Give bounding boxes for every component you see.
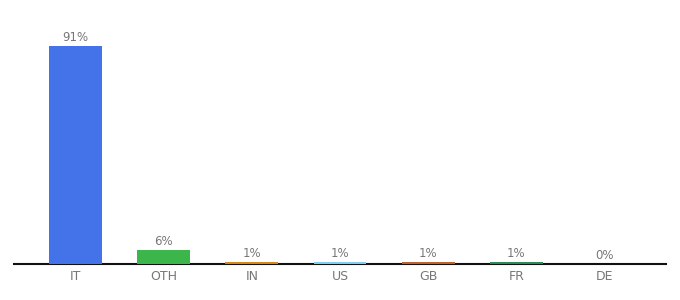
Bar <box>490 262 543 264</box>
Bar <box>225 262 278 264</box>
Text: 1%: 1% <box>330 247 350 260</box>
Bar <box>137 250 190 264</box>
Text: 6%: 6% <box>154 235 173 248</box>
Bar <box>313 262 367 264</box>
Text: 1%: 1% <box>243 247 261 260</box>
Text: 91%: 91% <box>63 31 88 44</box>
Bar <box>402 262 455 264</box>
Text: 1%: 1% <box>507 247 526 260</box>
Bar <box>49 46 102 264</box>
Text: 1%: 1% <box>419 247 437 260</box>
Text: 0%: 0% <box>596 249 614 262</box>
